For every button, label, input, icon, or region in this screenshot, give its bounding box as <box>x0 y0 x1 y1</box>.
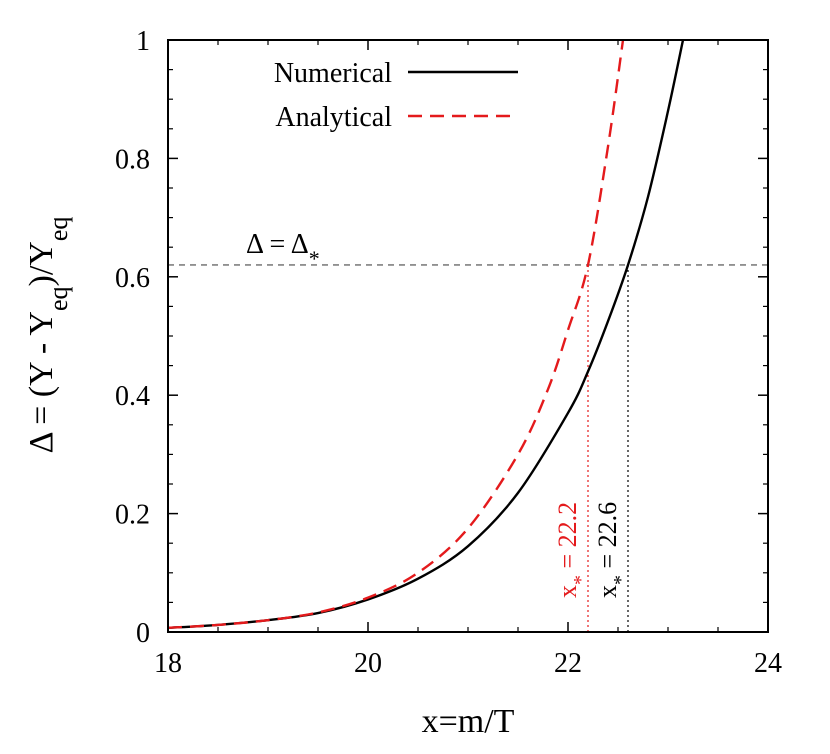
legend: Numerical Analytical <box>274 58 518 133</box>
y-axis-label: Δ = (Y - Yeq)/Yeq <box>23 217 73 454</box>
legend-label-analytical: Analytical <box>275 102 392 133</box>
plot-frame <box>167 39 769 633</box>
annotation-label: x* = 22.2 <box>553 502 592 598</box>
y-tick-label: 0.2 <box>115 500 150 531</box>
y-tick-label: 0.8 <box>115 144 150 175</box>
reference-line-label: Δ = Δ* <box>246 229 320 271</box>
y-tick-label: 0.6 <box>115 263 150 294</box>
x-tick-label: 22 <box>554 648 582 679</box>
series-line-analytical <box>168 40 625 630</box>
annotation-label: x* = 22.6 <box>593 502 632 598</box>
legend-label-numerical: Numerical <box>274 58 392 89</box>
plot-area: Δ = Δ* x* = 22.2x* = 22.6 <box>168 40 768 632</box>
x-tick-label: 18 <box>154 648 182 679</box>
y-tick-label: 0.4 <box>115 381 150 412</box>
x-tick-label: 20 <box>354 648 382 679</box>
y-tick-label: 0 <box>136 618 150 649</box>
y-tick-label: 1 <box>136 26 150 57</box>
x-axis-label: x=m/T <box>422 703 515 740</box>
x-tick-label: 24 <box>754 648 782 679</box>
